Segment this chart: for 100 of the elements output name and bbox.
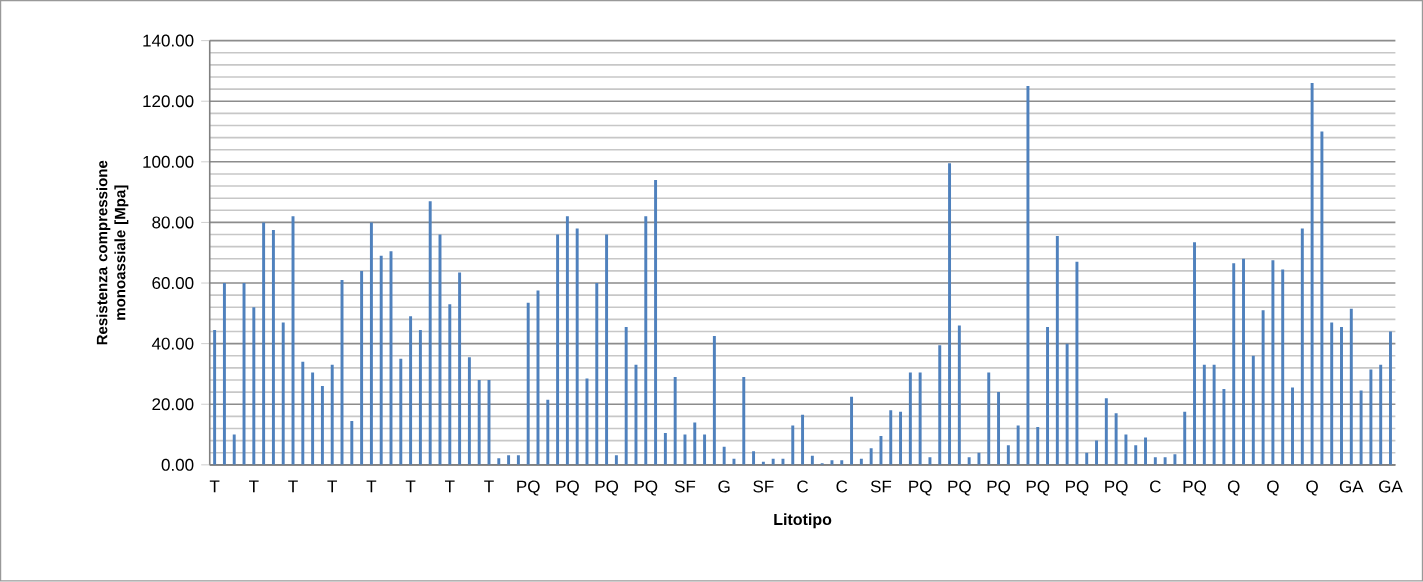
x-tick-label: Q xyxy=(1267,480,1279,496)
bar xyxy=(948,163,952,466)
bar xyxy=(1075,262,1079,466)
x-tick-label: T xyxy=(288,480,298,493)
x-axis-title: Litotipo xyxy=(774,513,832,529)
bar xyxy=(311,372,315,466)
bar xyxy=(369,222,373,466)
bar xyxy=(663,433,667,466)
y-axis-title: Resistenza compressione monoassiale [Mpa] xyxy=(96,160,129,345)
x-tick-label: T xyxy=(366,480,377,493)
bar xyxy=(1330,322,1334,466)
bar xyxy=(1104,398,1108,466)
bar xyxy=(271,230,275,466)
bar xyxy=(222,283,226,466)
bar xyxy=(409,316,413,466)
bar xyxy=(526,302,530,466)
x-tick-label: SF xyxy=(674,480,696,493)
bar xyxy=(1114,413,1118,466)
bar xyxy=(1251,356,1255,466)
x-tick-label: PQ xyxy=(948,480,971,496)
x-tick-label: PQ xyxy=(1026,480,1050,496)
x-tick-label: T xyxy=(249,480,259,493)
bar xyxy=(1261,310,1265,466)
bar xyxy=(1242,259,1245,466)
bar xyxy=(418,330,422,466)
bar xyxy=(889,410,893,466)
bar xyxy=(654,180,658,466)
bar xyxy=(458,272,462,466)
bar xyxy=(360,271,364,466)
bar xyxy=(712,336,716,466)
bar xyxy=(477,380,481,466)
bar xyxy=(644,216,648,466)
bar xyxy=(879,436,883,466)
bar xyxy=(624,327,628,466)
bar xyxy=(320,386,324,466)
bar xyxy=(1369,369,1373,466)
bar xyxy=(556,234,560,466)
bar xyxy=(673,377,677,466)
x-tick-label: GA xyxy=(1339,480,1364,493)
bar xyxy=(1065,343,1069,466)
y-tick-label: 100.00 xyxy=(143,156,194,169)
bar xyxy=(262,222,266,466)
bar xyxy=(1359,390,1363,466)
bar xyxy=(938,345,942,466)
x-tick-label: PQ xyxy=(517,480,540,496)
bar xyxy=(232,434,236,466)
bar xyxy=(899,412,903,466)
y-tick-label: 40.00 xyxy=(151,337,194,350)
bar xyxy=(1222,389,1226,466)
bar xyxy=(448,304,452,466)
bar xyxy=(1134,445,1138,466)
bar xyxy=(1379,365,1383,466)
bar xyxy=(840,460,844,466)
bar xyxy=(507,455,511,466)
bar xyxy=(614,455,618,466)
x-tick-label: PQ xyxy=(987,480,1011,496)
bar xyxy=(957,325,961,466)
bar xyxy=(1046,327,1050,466)
x-tick-label: C xyxy=(836,480,848,493)
bar xyxy=(830,460,834,466)
bar xyxy=(399,359,403,466)
bar xyxy=(850,396,854,466)
x-tick-label: SF xyxy=(753,480,774,493)
bar xyxy=(1300,228,1304,466)
bar xyxy=(801,415,805,466)
bar xyxy=(595,283,599,466)
x-tick-label: T xyxy=(484,480,494,493)
bar xyxy=(1349,309,1353,466)
bar xyxy=(869,448,873,466)
x-tick-label: GA xyxy=(1379,480,1403,493)
bar xyxy=(1193,242,1196,466)
bar xyxy=(252,307,256,466)
bar xyxy=(330,365,334,466)
y-tick-label: 140.00 xyxy=(143,34,194,47)
bar xyxy=(1163,457,1167,466)
bar xyxy=(516,455,520,466)
bar xyxy=(565,216,569,466)
bar xyxy=(791,425,795,466)
bar xyxy=(1173,454,1177,466)
bar xyxy=(1085,452,1089,466)
bar xyxy=(722,446,726,466)
bar xyxy=(1281,269,1285,466)
bar xyxy=(1016,425,1020,466)
y-tick-label: 80.00 xyxy=(152,216,194,229)
bar xyxy=(546,399,550,466)
bar xyxy=(575,228,579,466)
x-tick-label: PQ xyxy=(1066,480,1089,496)
bar xyxy=(428,201,432,466)
bar xyxy=(742,377,746,466)
bar xyxy=(497,458,501,466)
bar xyxy=(908,372,912,466)
bar xyxy=(997,392,1001,466)
bar xyxy=(1291,387,1294,466)
bar xyxy=(693,422,697,466)
bar xyxy=(1006,445,1010,466)
x-tick-label: C xyxy=(1150,480,1161,493)
bar xyxy=(350,421,354,466)
bar xyxy=(1320,131,1324,466)
bar xyxy=(1271,260,1275,466)
bar xyxy=(918,372,922,466)
